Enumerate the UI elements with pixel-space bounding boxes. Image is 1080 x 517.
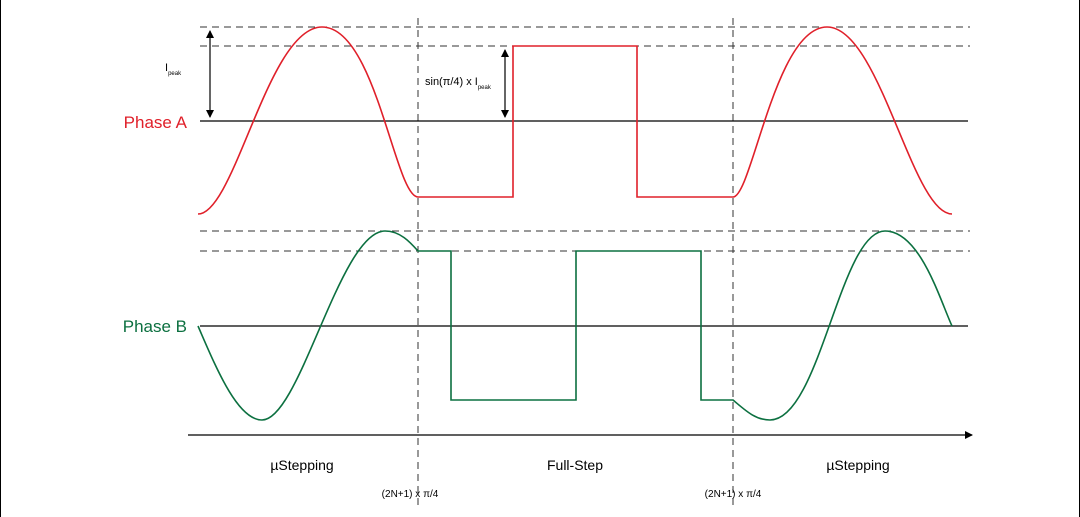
transition-left-label: (2N+1) x π/4 — [382, 489, 439, 500]
region-middle-label: Full-Step — [547, 457, 603, 473]
transition-right-label: (2N+1) x π/4 — [705, 489, 762, 500]
phase-a-label: Phase A — [124, 113, 188, 132]
region-right-label: µStepping — [826, 457, 889, 473]
phase-b-label: Phase B — [123, 317, 187, 336]
ipeak-label: Ipeak — [165, 62, 182, 77]
phase-b-waveform — [197, 230, 953, 421]
region-left-label: µStepping — [270, 457, 333, 473]
sin-label: sin(π/4) x Ipeak — [425, 76, 492, 91]
phase-a-waveform — [197, 26, 953, 215]
